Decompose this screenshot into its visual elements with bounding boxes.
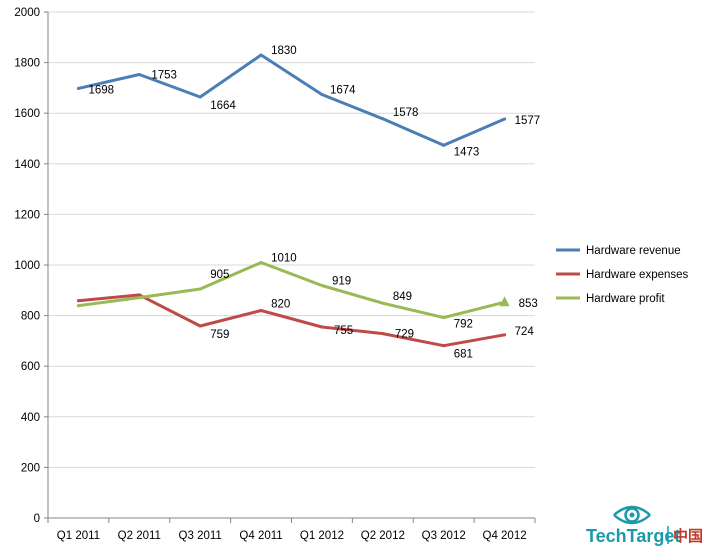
data-point [137, 293, 141, 297]
data-label: 1010 [271, 252, 297, 264]
data-label: 1698 [88, 84, 114, 96]
data-point [198, 324, 202, 328]
data-label: 759 [210, 329, 229, 341]
data-label: 905 [210, 269, 229, 281]
data-label: 853 [519, 298, 538, 310]
data-point [442, 316, 446, 320]
data-point [259, 260, 263, 264]
techtarget-logo: TechTarget 中国 [586, 505, 703, 546]
x-tick-label: Q1 2012 [300, 530, 344, 542]
data-point [320, 283, 324, 287]
data-label: 729 [395, 329, 414, 341]
y-tick-label: 800 [21, 311, 40, 323]
logo-suffix: 中国 [673, 527, 703, 545]
logo-wordmark: TechTarget [586, 526, 680, 546]
data-point [198, 287, 202, 291]
legend-label: Hardware revenue [586, 245, 681, 257]
data-point [320, 325, 324, 329]
y-tick-label: 1000 [14, 260, 40, 272]
data-point [76, 86, 80, 90]
data-labels: 1698 1753 1664 1830 1674 1578 1473 1577 759 820 75… [88, 45, 540, 361]
data-point [76, 299, 80, 303]
x-tick-label: Q3 2011 [179, 530, 222, 542]
data-point [320, 92, 324, 96]
y-tick-label: 200 [21, 462, 40, 474]
data-label: 755 [334, 325, 353, 337]
data-label: 1664 [210, 100, 236, 112]
series-lines [76, 53, 510, 348]
data-label: 1753 [151, 69, 177, 81]
axes: 0 200 400 600 800 1000 1200 1400 1600 1800 2000 Q1 … [14, 7, 536, 542]
series-line-hardware-revenue [76, 53, 507, 147]
data-point [442, 344, 446, 348]
data-label: 1473 [454, 146, 480, 158]
x-tick-label: Q2 2012 [361, 530, 405, 542]
data-label: 919 [332, 275, 351, 287]
data-point [503, 117, 507, 121]
x-tick-label: Q4 2012 [483, 530, 527, 542]
data-label: 724 [515, 326, 535, 338]
data-label: 1577 [515, 115, 541, 127]
data-label: 1578 [393, 107, 419, 119]
x-tick-label: Q4 2011 [239, 530, 282, 542]
data-label: 792 [454, 319, 473, 331]
eye-icon [613, 505, 651, 525]
data-point [503, 333, 507, 337]
grid-lines [48, 11, 535, 468]
data-label: 1674 [330, 84, 356, 96]
y-tick-label: 0 [34, 513, 40, 525]
legend-label: Hardware profit [586, 293, 665, 305]
data-point [259, 309, 263, 313]
data-label: 820 [271, 299, 290, 311]
y-tick-label: 600 [21, 361, 40, 373]
y-tick-label: 1800 [14, 58, 40, 70]
legend-label: Hardware expenses [586, 269, 689, 281]
y-tick-label: 2000 [14, 7, 40, 19]
data-point [259, 53, 263, 57]
series-line-hardware-expenses [76, 293, 507, 348]
data-point [76, 304, 80, 308]
data-point [381, 332, 385, 336]
y-tick-label: 1400 [14, 159, 40, 171]
data-point [442, 143, 446, 147]
x-tick-label: Q3 2012 [422, 530, 466, 542]
data-point [381, 301, 385, 305]
legend: Hardware revenue Hardware expenses Hardwar… [556, 245, 689, 305]
y-tick-label: 1200 [14, 209, 40, 221]
data-label: 681 [454, 349, 473, 361]
data-point [381, 117, 385, 121]
x-tick-label: Q2 2011 [118, 530, 161, 542]
y-tick-label: 400 [21, 412, 40, 424]
data-label: 849 [393, 291, 412, 303]
data-point [198, 95, 202, 99]
y-tick-label: 1600 [14, 108, 40, 120]
x-tick-label: Q1 2011 [57, 530, 100, 542]
data-point [137, 296, 141, 300]
series-line-hardware-profit [76, 261, 507, 320]
last-point-marker [499, 296, 510, 307]
data-label: 1830 [271, 45, 297, 57]
data-point [137, 72, 141, 76]
